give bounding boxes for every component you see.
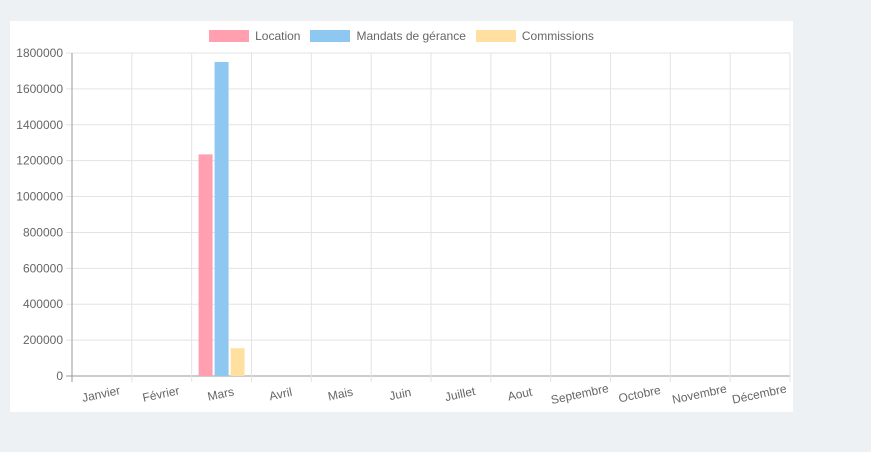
- x-tick-label: Aout: [506, 385, 534, 404]
- x-tick-label: Février: [141, 383, 180, 404]
- legend-swatch-location: [209, 30, 250, 42]
- legend-label-mandats: Mandats de gérance: [356, 29, 466, 43]
- x-tick-label: Octobre: [617, 383, 662, 406]
- legend-item-location[interactable]: Location: [209, 29, 300, 43]
- bar-1-2: [214, 61, 229, 376]
- y-tick-label: 200000: [23, 333, 63, 347]
- x-tick-label: Décembre: [731, 381, 788, 406]
- x-tick-label: Avril: [268, 385, 294, 404]
- chart-legend: Location Mandats de gérance Commissions: [10, 29, 793, 43]
- y-tick-label: 1600000: [16, 82, 63, 96]
- y-tick-label: 1400000: [16, 118, 63, 132]
- y-tick-label: 800000: [23, 225, 63, 239]
- x-tick-label: Mars: [206, 384, 235, 403]
- legend-label-location: Location: [255, 29, 301, 43]
- legend-swatch-mandats: [310, 30, 351, 42]
- bar-2-2: [230, 348, 245, 376]
- x-tick-label: Novembre: [671, 381, 728, 406]
- x-tick-label: Juin: [388, 385, 412, 403]
- x-tick-label: Juillet: [444, 384, 478, 404]
- y-tick-label: 1800000: [16, 46, 63, 60]
- y-tick-label: 1200000: [16, 154, 63, 168]
- bar-chart: 0 200000 400000 600000 800000 1000000 1200000 1…: [16, 46, 791, 407]
- legend-label-commissions: Commissions: [521, 29, 594, 43]
- legend-swatch-commissions: [475, 30, 516, 42]
- bar-0-2: [198, 154, 213, 376]
- x-tick-label: Septembre: [550, 381, 611, 407]
- legend-item-mandats[interactable]: Mandats de gérance: [310, 29, 466, 43]
- y-tick-label: 400000: [23, 297, 63, 311]
- y-tick-label: 1000000: [16, 190, 63, 204]
- legend-item-commissions[interactable]: Commissions: [475, 29, 594, 43]
- chart-card: 0 200000 400000 600000 800000 1000000 1200000 1…: [10, 21, 793, 412]
- y-tick-label: 0: [56, 369, 63, 383]
- y-tick-label: 600000: [23, 261, 63, 275]
- x-tick-label: Janvier: [81, 383, 122, 405]
- x-tick-label: Mais: [327, 385, 355, 404]
